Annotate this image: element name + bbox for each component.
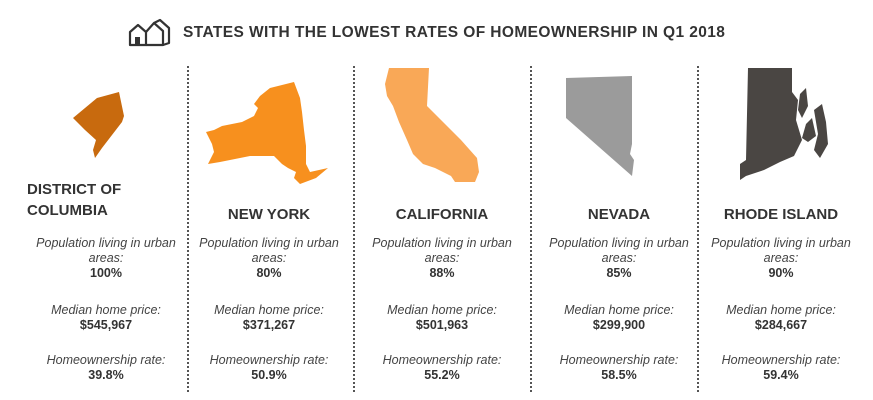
urban-stat: Population living in urban areas: 88% xyxy=(372,236,512,280)
rate-stat: Homeownership rate: 59.4% xyxy=(721,353,841,382)
rate-stat: Homeownership rate: 55.2% xyxy=(382,353,502,382)
price-stat: Median home price: $284,667 xyxy=(726,303,836,332)
state-name: DISTRICT OF COLUMBIA xyxy=(27,181,122,219)
column-divider xyxy=(697,66,699,392)
urban-stat: Population living in urban areas: 80% xyxy=(199,236,339,280)
state-name: RHODE ISLAND xyxy=(723,206,839,223)
price-stat: Median home price: $501,963 xyxy=(387,303,497,332)
urban-stat: Population living in urban areas: 90% xyxy=(711,236,851,280)
price-stat: Median home price: $545,967 xyxy=(51,303,161,332)
rate-stat: Homeownership rate: 58.5% xyxy=(559,353,679,382)
column-divider xyxy=(187,66,189,392)
california-map-shape xyxy=(385,68,479,182)
column-divider xyxy=(530,66,532,392)
new-york-map-shape xyxy=(206,82,328,184)
state-name: CALIFORNIA xyxy=(395,206,489,223)
price-stat: Median home price: $299,900 xyxy=(564,303,674,332)
price-stat: Median home price: $371,267 xyxy=(214,303,324,332)
urban-stat: Population living in urban areas: 100% xyxy=(36,236,176,280)
nevada-map-shape xyxy=(566,76,634,176)
rate-stat: Homeownership rate: 50.9% xyxy=(209,353,329,382)
dc-map-shape xyxy=(73,92,124,158)
column-divider xyxy=(353,66,355,392)
state-name: NEVADA xyxy=(587,206,651,223)
header: STATES WITH THE LOWEST RATES OF HOMEOWNE… xyxy=(127,18,725,48)
houses-icon xyxy=(128,18,171,47)
state-name: NEW YORK xyxy=(227,206,311,223)
page-title: STATES WITH THE LOWEST RATES OF HOMEOWNE… xyxy=(183,24,726,41)
rate-stat: Homeownership rate: 39.8% xyxy=(46,353,166,382)
urban-stat: Population living in urban areas: 85% xyxy=(549,236,689,280)
rhode-island-map-shape xyxy=(740,68,828,180)
